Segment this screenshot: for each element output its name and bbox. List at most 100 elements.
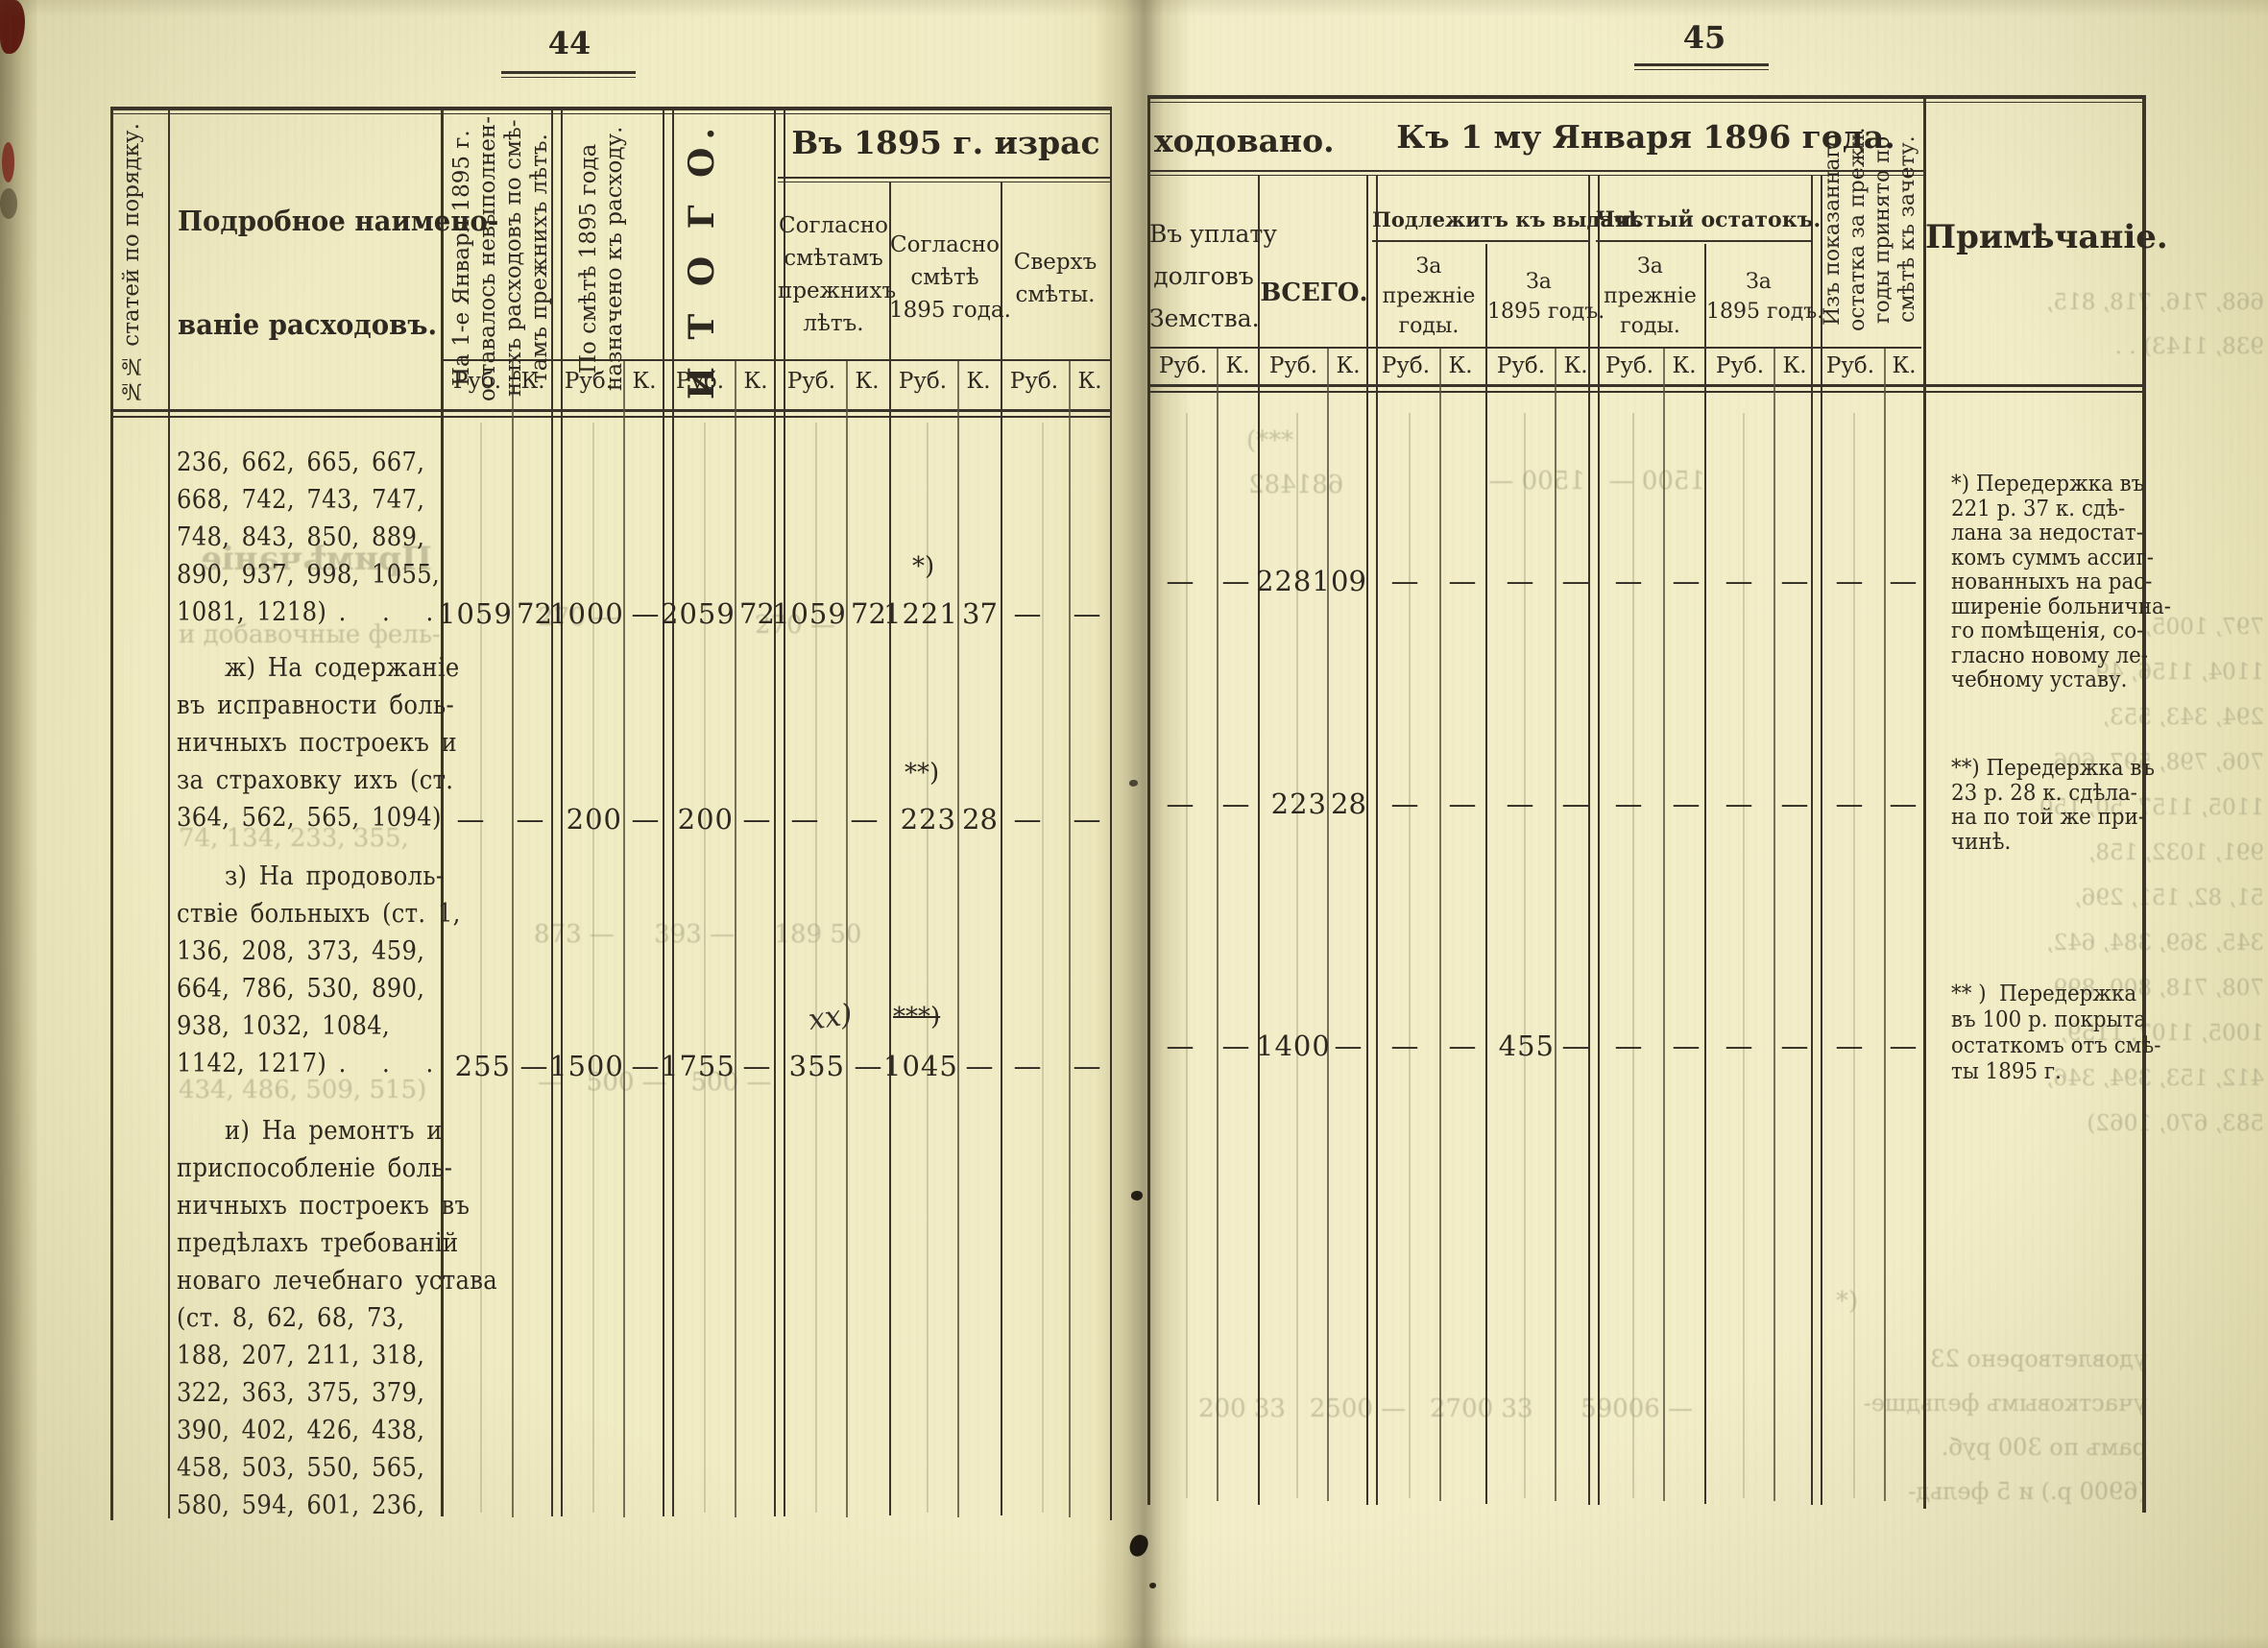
page-number-left: 44 xyxy=(547,25,591,61)
unit-label-kop: К. xyxy=(743,369,768,394)
table-cell: 255 xyxy=(454,1050,511,1082)
table-cell: — xyxy=(790,803,819,836)
table-cell: — xyxy=(1448,565,1477,597)
table-rule xyxy=(1147,384,2146,387)
table-cell: — xyxy=(1390,1030,1419,1062)
table-cell: — xyxy=(1166,1030,1194,1062)
unit-label-kop: К. xyxy=(1077,369,1102,394)
footnote-text: ** ) Передержка въ 100 р. покрыта остатк… xyxy=(1951,982,2161,1084)
unit-label-rub: Руб. xyxy=(1009,369,1059,394)
table-rule xyxy=(1663,349,1665,1501)
table-cell: 200 xyxy=(566,803,622,836)
table-cell: 72 xyxy=(517,597,552,630)
table-cell: — xyxy=(742,1050,771,1082)
table-rule xyxy=(1327,349,1329,1501)
red-edge-mark xyxy=(2,142,14,182)
edge-smudge xyxy=(0,188,17,219)
table-cell: 1221 xyxy=(883,597,958,630)
bleedthrough-text: 873 — 393 — 189 50 xyxy=(534,920,862,949)
footnote-marker: *) xyxy=(912,552,935,581)
table-cell: 2281 xyxy=(1256,565,1331,597)
showthrough-rule xyxy=(1042,423,1044,1513)
table-cell: — xyxy=(965,1050,994,1082)
unit-label-rub: Руб. xyxy=(1715,353,1765,378)
table-cell: — xyxy=(1614,565,1643,597)
unit-label-rub: Руб. xyxy=(452,369,502,394)
unit-label-kop: К. xyxy=(855,369,880,394)
row-name: з) На продоволь- ствіе больныхъ (ст. 1, … xyxy=(177,861,461,1078)
table-cell: — xyxy=(1725,565,1753,597)
col-header-expense-name: Подробное наимено- ваніе расходовъ. xyxy=(178,205,499,341)
table-cell: — xyxy=(1835,1030,1864,1062)
table-cell: 72 xyxy=(851,597,886,630)
table-cell: — xyxy=(1672,565,1701,597)
table-rule xyxy=(1555,349,1556,1501)
table-rule xyxy=(889,182,891,1515)
table-rule xyxy=(778,177,1112,179)
ink-blot xyxy=(1149,1583,1156,1588)
table-cell: — xyxy=(1780,1030,1809,1062)
unit-label-kop: К. xyxy=(1448,353,1473,378)
table-cell: 1059 xyxy=(772,597,847,630)
table-rule xyxy=(1001,182,1002,1515)
table-cell: 72 xyxy=(739,597,775,630)
table-cell: — xyxy=(1013,1050,1042,1082)
table-cell: 2059 xyxy=(661,597,736,630)
unit-label-kop: К. xyxy=(632,369,657,394)
unit-label-rub: Руб. xyxy=(1381,353,1431,378)
col-header-remarks: Примѣчаніе. xyxy=(1925,218,2168,256)
subcol-header-over-budget: Сверхъ смѣты. xyxy=(1013,250,1098,307)
table-cell: — xyxy=(1780,565,1809,597)
unit-label-kop: К. xyxy=(520,369,545,394)
table-cell: 1059 xyxy=(438,597,513,630)
handwritten-marker: xx) xyxy=(806,998,855,1037)
unit-label-kop: К. xyxy=(1336,353,1361,378)
table-rule xyxy=(1588,176,1600,1505)
table-cell: — xyxy=(1013,597,1042,630)
table-rule xyxy=(110,113,1112,114)
table-rule xyxy=(551,109,563,1516)
table-cell: — xyxy=(1166,565,1194,597)
col-header-total: И Т О Г О. xyxy=(682,119,722,400)
bleedthrough-text: 797, 1005, 1104, 1156, 49, 294, 343, 553… xyxy=(2032,615,2264,1136)
group-header-net-remainder: Чистый остатокъ. xyxy=(1596,207,1822,232)
table-rule xyxy=(1147,391,2146,393)
table-cell: 09 xyxy=(1331,565,1366,597)
table-rule xyxy=(1884,349,1886,1501)
table-rule xyxy=(1147,97,1150,1505)
table-cell: — xyxy=(1506,565,1534,597)
bleedthrough-text: удовлетворено 23 участковымъ фельдше- ра… xyxy=(1863,1345,2147,1505)
col-header-offset-from-remainder: Изъ показаннаго остатка за прежн. годы п… xyxy=(1821,127,1919,332)
table-cell: 455 xyxy=(1498,1030,1555,1062)
bleedthrough-text: и добавочные фель- xyxy=(179,620,441,649)
col-header-remaining-jan1895: На 1-е Января 1895 г. оставалось невыпол… xyxy=(449,115,552,401)
table-rule xyxy=(1069,361,1071,1517)
table-rule xyxy=(1147,170,1923,172)
table-rule xyxy=(623,361,625,1517)
table-cell: — xyxy=(1506,788,1534,820)
showthrough-rule xyxy=(1743,413,1745,1498)
unit-label-rub: Руб. xyxy=(898,369,948,394)
bleedthrough-text: 668, 716, 718, 815, 938, 1143) . . xyxy=(2046,290,2264,359)
table-cell: 28 xyxy=(1331,788,1366,820)
bleedthrough-text: — 500 — 500 — xyxy=(538,1068,772,1097)
table-cell: — xyxy=(1672,788,1701,820)
bleedthrough-text: 270 — xyxy=(755,611,835,640)
page-number-rule xyxy=(501,77,636,78)
table-rule xyxy=(663,109,674,1516)
table-rule xyxy=(1147,347,1921,349)
table-rule xyxy=(110,107,113,1520)
row-name: 236, 662, 665, 667, 668, 742, 743, 747, … xyxy=(177,448,440,627)
table-cell: — xyxy=(1725,1030,1753,1062)
table-rule xyxy=(1439,349,1441,1501)
table-rule xyxy=(957,361,959,1517)
table-rule xyxy=(1147,175,1923,176)
unit-label-kop: К. xyxy=(966,369,991,394)
table-cell: — xyxy=(1614,1030,1643,1062)
bleedthrough-text: 434, 486, 509, 515) xyxy=(179,1076,427,1104)
footnote-text: *) Передержка въ 221 р. 37 к. сдѣ- лана … xyxy=(1951,472,2171,692)
table-cell: — xyxy=(850,803,879,836)
table-rule xyxy=(2142,95,2146,1513)
table-rule xyxy=(110,107,1112,110)
table-cell: — xyxy=(1672,1030,1701,1062)
